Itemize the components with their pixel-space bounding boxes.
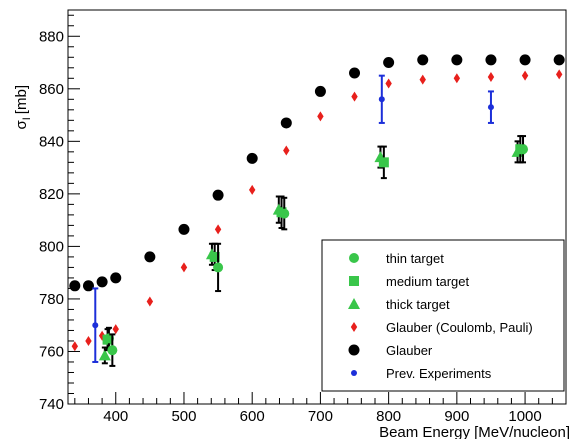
data-point — [110, 272, 122, 284]
legend-label: Glauber (Coulomb, Pauli) — [386, 320, 533, 335]
x-tick-label: 900 — [444, 408, 469, 425]
y-tick-label: 800 — [39, 238, 64, 255]
series-glauber — [69, 54, 565, 292]
data-point — [283, 145, 290, 156]
y-tick-label: 840 — [39, 133, 64, 150]
tick-layer: 740 760 780 800 820 840 860 880 400 500 600 700 800 9… — [39, 14, 553, 425]
data-point — [553, 54, 565, 66]
x-tick-label: 800 — [376, 408, 401, 425]
legend-marker — [349, 253, 359, 263]
x-tick-label: 600 — [240, 408, 265, 425]
data-point — [351, 91, 358, 102]
y-axis-unit: [mb] — [13, 85, 30, 114]
y-tick-label: 880 — [39, 28, 64, 45]
data-point — [246, 152, 258, 164]
series-prev-experiments — [92, 74, 494, 363]
data-point — [521, 70, 529, 81]
x-axis-label: Beam Energy [MeV/nucleon] — [379, 424, 570, 439]
data-point — [107, 345, 118, 356]
data-point — [518, 144, 529, 155]
x-tick-label: 500 — [171, 408, 196, 425]
data-point — [383, 57, 395, 69]
legend-marker — [348, 298, 360, 309]
legend-label: Prev. Experiments — [386, 366, 492, 381]
data-layer — [69, 54, 565, 367]
legend-marker — [350, 322, 358, 332]
data-point — [98, 349, 111, 361]
data-point — [417, 54, 429, 66]
data-point — [248, 184, 256, 195]
y-tick-label: 860 — [39, 81, 64, 98]
x-tick-label: 700 — [308, 408, 333, 425]
legend-marker — [348, 344, 360, 356]
x-tick-label: 1000 — [508, 408, 541, 425]
data-point — [378, 157, 389, 168]
x-tick-label: 400 — [103, 408, 128, 425]
data-point — [146, 296, 154, 307]
series-thin-target — [103, 135, 529, 367]
legend: thin target medium target thick target Glau… — [321, 239, 565, 392]
data-point — [280, 117, 292, 129]
data-point — [349, 67, 361, 79]
data-point — [82, 280, 94, 292]
data-point — [92, 322, 99, 329]
y-tick-label: 760 — [39, 343, 64, 360]
data-point — [214, 224, 222, 235]
legend-marker — [351, 370, 357, 376]
y-tick-label: 820 — [39, 186, 64, 203]
data-point — [314, 85, 326, 97]
data-point — [451, 54, 463, 66]
data-point — [317, 111, 324, 122]
data-point — [453, 73, 461, 84]
data-point — [487, 104, 494, 111]
data-point — [112, 324, 119, 335]
y-axis-label: σI [mb] — [13, 85, 33, 130]
data-point — [144, 251, 156, 263]
data-point — [71, 341, 79, 352]
data-point — [419, 74, 426, 85]
data-point — [485, 54, 497, 66]
data-point — [519, 54, 531, 66]
y-axis-subscript: I — [21, 117, 33, 120]
data-point — [96, 276, 108, 288]
data-point — [212, 189, 224, 201]
y-axis-symbol: σ — [13, 120, 30, 130]
legend-items: thin target medium target thick target Glau… — [348, 251, 533, 381]
data-point — [180, 262, 188, 273]
data-point — [279, 208, 290, 219]
data-point — [85, 335, 92, 346]
data-point — [69, 280, 81, 292]
legend-label: thin target — [386, 251, 444, 266]
data-point — [555, 69, 563, 80]
data-point — [385, 78, 392, 89]
y-tick-label: 780 — [39, 291, 64, 308]
series-glauber-coulomb-pauli — [71, 69, 563, 352]
legend-box — [321, 239, 565, 392]
plot-frame — [67, 9, 567, 405]
legend-label: medium target — [386, 274, 469, 289]
y-tick-label: 740 — [39, 396, 64, 413]
data-point — [487, 71, 495, 82]
data-point — [178, 223, 190, 235]
legend-label: thick target — [386, 297, 450, 312]
data-point — [378, 96, 385, 103]
legend-marker — [349, 276, 359, 286]
legend-label: Glauber — [386, 343, 433, 358]
data-point — [209, 251, 220, 262]
data-point — [213, 262, 224, 273]
